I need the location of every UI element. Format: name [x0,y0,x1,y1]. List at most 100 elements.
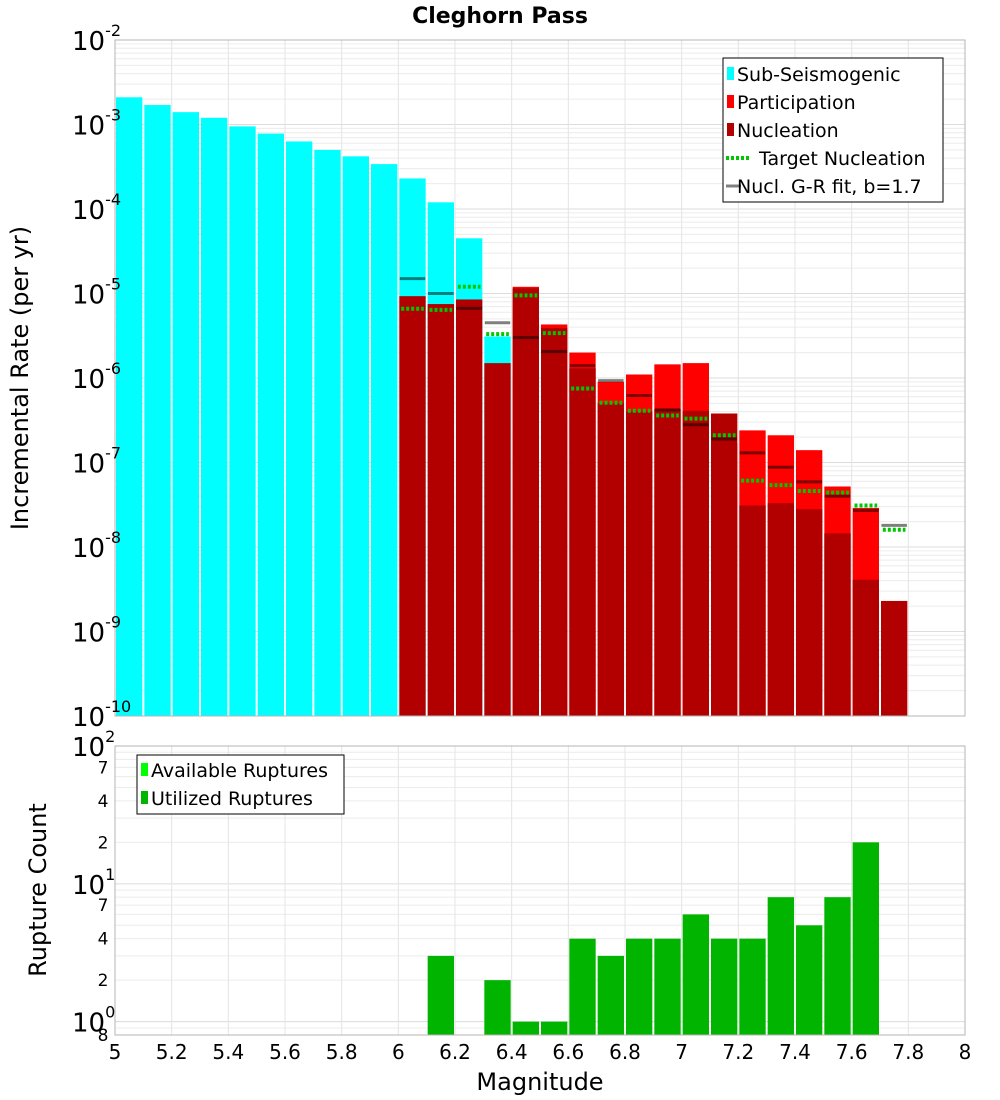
legend-label: Participation [737,92,856,114]
count-y-tick-label: 102 [72,727,115,763]
x-tick-label: 6 [392,1040,405,1064]
x-tick-label: 6.2 [439,1040,471,1064]
rate-lines [399,277,907,532]
nucleation-bar [626,411,653,716]
rate-legend-box [722,57,944,203]
sub-seismogenic-bar [257,133,284,716]
legend-swatch [141,791,148,804]
count-y-minor-label: 2 [98,833,109,853]
x-tick-label: 7.8 [892,1040,924,1064]
rate-y-tick-label: 10-9 [72,613,121,649]
utilized-ruptures-bar [852,842,879,1035]
rate-plot-frame [114,39,966,717]
count-y-minor-label: 4 [98,792,109,812]
utilized-ruptures-bar [796,925,823,1035]
utilized-ruptures-bar [597,955,624,1035]
x-tick-label: 5 [109,1040,122,1064]
x-tick-label: 7 [675,1040,688,1064]
count-y-tick-label: 100 [72,1003,115,1039]
rate-y-tick-label: 10-5 [72,275,121,311]
utilized-ruptures-bar [569,938,596,1035]
x-tick-label: 7.4 [779,1040,811,1064]
rate-y-tick-label: 10-3 [72,106,121,142]
rate-y-tick-label: 10-7 [72,444,121,480]
legend-swatch [141,763,148,776]
utilized-ruptures-bar [739,938,766,1035]
rate-panel: 10-2 10-3 10-4 10-5 10-6 10-7 10-8 10-9 10-10 In… [6,21,966,733]
legend-label: Nucl. G-R fit, b=1.7 [737,176,922,198]
nucleation-bar [824,533,851,716]
sub-seismogenic-bar [314,149,341,717]
utilized-ruptures-bar [427,955,454,1035]
sub-seismogenic-bar [144,105,171,716]
sub-seismogenic-bar [229,126,256,717]
x-tick-label: 5.6 [269,1040,301,1064]
x-axis-label: Magnitude [476,1068,603,1096]
sub-seismogenic-bar [116,97,143,717]
sub-seismogenic-bar [342,156,369,716]
rate-y-tick-labels: 10-2 10-3 10-4 10-5 10-6 10-7 10-8 10-9 10-10 [72,21,131,733]
x-tick-label: 7.6 [836,1040,868,1064]
x-tick-label: 5.4 [212,1040,244,1064]
sub-seismogenic-bar [201,117,228,716]
legend-swatch [727,123,734,136]
sub-seismogenic-bar [286,141,313,717]
utilized-ruptures-bar [626,938,653,1035]
nucleation-bar [852,579,879,716]
chart-title: Cleghorn Pass [412,4,588,29]
rate-legend: Sub-Seismogenic Participation Nucleation Ta… [722,57,944,203]
count-plot-frame [114,745,966,1036]
utilized-ruptures-bar [767,897,794,1035]
count-y-minor-label: 4 [98,930,109,950]
nucleation-bar [796,509,823,716]
utilized-ruptures-bar [682,914,709,1035]
count-y-minor-label: 8 [98,1026,109,1046]
x-tick-label: 5.2 [156,1040,188,1064]
rate-y-tick-label: 10-4 [72,190,121,226]
x-tick-label: 8 [959,1040,972,1064]
x-tick-label: 6.8 [609,1040,641,1064]
count-bars [427,842,879,1035]
utilized-ruptures-bar [541,1021,568,1035]
rate-y-axis-label: Incremental Rate (per yr) [6,226,34,530]
nucleation-bar [484,363,511,716]
x-tick-label: 6.4 [496,1040,528,1064]
count-y-minor-label: 2 [98,971,109,991]
x-tick-label: 7.2 [722,1040,754,1064]
nucleation-bar [427,304,454,716]
utilized-ruptures-bar [654,938,681,1035]
rate-y-tick-label: 10-8 [72,528,121,564]
count-y-tick-label: 101 [72,865,115,901]
utilized-ruptures-bar [512,1021,539,1035]
count-panel: 102 101 100 7 4 2 7 4 2 8 5 5.2 5.4 5.6 5.8 6 6.2 6.4 6.6… [24,727,971,1096]
count-y-minor-label: 7 [98,758,109,778]
nucleation-bar [512,288,539,716]
nucleation-bar [767,503,794,716]
x-tick-label: 6.6 [552,1040,584,1064]
legend-label: Utilized Ruptures [151,788,313,810]
count-y-minor-label: 7 [98,896,109,916]
legend-swatch [727,67,734,80]
nucleation-bar [597,403,624,716]
rate-grid [115,40,965,716]
nucleation-bar [399,296,426,716]
nucleation-bar [881,600,908,716]
utilized-ruptures-bar [711,938,738,1035]
count-legend-box [136,754,345,815]
sub-seismogenic-bar [172,112,199,717]
x-tick-label: 5.8 [326,1040,358,1064]
nucleation-bar [569,368,596,716]
legend-swatch [727,95,734,108]
nucleation-bar [711,413,738,716]
legend-label: Target Nucleation [758,148,926,170]
legend-label: Available Ruptures [151,760,328,782]
x-tick-labels: 5 5.2 5.4 5.6 5.8 6 6.2 6.4 6.6 6.8 7 7.2 7.4 7.6 7.8 8 [109,1040,972,1064]
nucleation-bar [739,505,766,716]
nucleation-bar [456,299,483,716]
rate-bars [116,97,908,717]
sub-seismogenic-bar [371,164,398,716]
count-y-tick-labels: 102 101 100 7 4 2 7 4 2 8 [72,727,115,1046]
legend-label: Nucleation [737,120,839,142]
utilized-ruptures-bar [824,897,851,1035]
